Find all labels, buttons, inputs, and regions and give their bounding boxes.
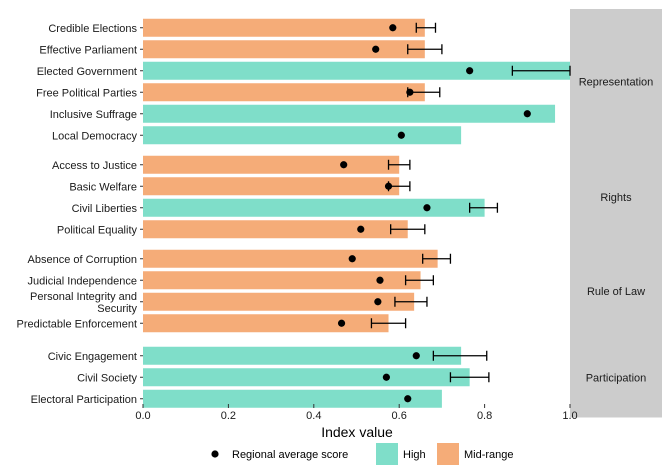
panel-participation: Participation Civic Engagement Civil Socie… — [31, 337, 662, 418]
y-tick-label: Absence of Corruption — [28, 254, 137, 266]
y-tick-label: Inclusive Suffrage — [50, 109, 137, 121]
bar-row: Predictable Enforcement — [17, 314, 407, 333]
bar-row: Personal Integrity and Security — [30, 291, 428, 315]
average-point — [397, 131, 405, 139]
bar-row: Free Political Parties — [36, 83, 441, 102]
y-tick-label: Civic Engagement — [48, 351, 137, 363]
bar-row: Basic Welfare — [69, 177, 411, 196]
facet-strip-label: Participation — [586, 372, 647, 384]
average-point — [337, 319, 346, 327]
average-point — [374, 298, 382, 306]
bar-row: Inclusive Suffrage — [50, 104, 556, 123]
bar — [143, 61, 570, 80]
average-point — [348, 255, 356, 263]
average-point — [384, 182, 393, 190]
bar — [143, 314, 389, 333]
bar-row: Judicial Independence — [28, 271, 435, 290]
average-point — [466, 67, 474, 75]
facet-strip — [570, 337, 662, 418]
panel-rights: Rights Access to Justice Basic Welfare Civi… — [52, 146, 662, 248]
average-point — [404, 395, 412, 403]
average-point — [357, 225, 365, 233]
y-tick-label: Predictable Enforcement — [17, 318, 137, 330]
average-point — [389, 24, 397, 32]
x-axis-title: Index value — [321, 424, 393, 440]
y-tick-label: Access to Justice — [52, 160, 137, 172]
average-point — [382, 373, 390, 381]
x-tick-label: 0.2 — [221, 410, 236, 422]
y-tick-label: Electoral Participation — [31, 394, 137, 406]
y-tick-label: Local Democracy — [52, 130, 137, 142]
legend: Regional average score High Mid-range — [211, 443, 514, 465]
bar — [143, 126, 462, 145]
bar-row: Elected Government — [37, 61, 571, 80]
average-point — [376, 276, 384, 284]
bar-row: Civil Society — [77, 368, 490, 387]
legend-point-key — [211, 450, 219, 458]
y-tick-label: Civil Society — [77, 372, 137, 384]
bar — [143, 198, 485, 217]
bar-row: Civic Engagement — [48, 346, 488, 365]
average-point — [523, 110, 531, 118]
y-tick-label: Political Equality — [57, 224, 138, 236]
legend-swatch-high — [376, 443, 398, 465]
x-tick-label: 1.0 — [562, 410, 577, 422]
bar-row: Civil Liberties — [72, 198, 499, 217]
bar-row: Local Democracy — [52, 126, 462, 145]
average-point — [340, 161, 348, 169]
y-tick-label: Judicial Independence — [28, 275, 137, 287]
bar-row: Access to Justice — [52, 155, 411, 174]
x-tick-label: 0.0 — [135, 410, 150, 422]
bar — [143, 292, 415, 311]
bar — [143, 346, 462, 365]
y-tick-label: Effective Parliament — [39, 44, 137, 56]
panel-representation: Representation Credible Elections Effectiv… — [36, 9, 662, 154]
legend-swatch-mid-range — [437, 443, 459, 465]
y-tick-label: Credible Elections — [48, 23, 137, 35]
x-tick-label: 0.8 — [477, 410, 492, 422]
bar-row: Credible Elections — [48, 18, 437, 37]
bar — [143, 177, 400, 196]
y-tick-label: Basic Welfare — [69, 181, 137, 193]
bar — [143, 155, 400, 174]
bar — [143, 40, 425, 59]
panel-rule-of-law: Rule of Law Absence of Corruption Judicial… — [17, 240, 662, 342]
bar — [143, 220, 408, 239]
bar-row: Effective Parliament — [39, 40, 443, 59]
average-point — [406, 88, 414, 96]
x-tick-label: 0.4 — [306, 410, 321, 422]
y-tick-label-line: Personal Integrity and — [30, 291, 137, 303]
bar — [143, 389, 442, 408]
y-tick-label: Free Political Parties — [36, 87, 137, 99]
average-point — [372, 45, 380, 53]
bar — [143, 271, 421, 290]
y-tick-label: Civil Liberties — [72, 203, 138, 215]
y-tick-label: Elected Government — [37, 66, 137, 78]
average-point — [412, 352, 420, 360]
chart-panels: Representation Credible Elections Effectiv… — [17, 9, 662, 418]
facet-strip — [570, 240, 662, 342]
bar — [143, 83, 425, 102]
y-tick-label: Personal Integrity and Security — [30, 291, 138, 315]
bar — [143, 104, 556, 123]
legend-label: Mid-range — [464, 449, 514, 461]
bar — [143, 368, 470, 387]
facet-strip — [570, 9, 662, 154]
legend-label: High — [403, 449, 426, 461]
legend-label: Regional average score — [232, 449, 348, 461]
facet-strip-label: Representation — [579, 77, 654, 89]
x-axis: 0.0 0.2 0.4 0.6 0.8 1.0 — [135, 404, 578, 422]
facet-strip-label: Rule of Law — [587, 286, 645, 298]
average-point — [423, 204, 431, 212]
facet-strip-label: Rights — [600, 192, 632, 204]
bar — [143, 249, 438, 268]
y-tick-label-line: Security — [97, 303, 137, 315]
facet-strip — [570, 146, 662, 248]
bar-row: Absence of Corruption — [28, 249, 452, 268]
bar-row: Electoral Participation — [31, 389, 442, 408]
bar — [143, 18, 425, 37]
bar-row: Political Equality — [57, 220, 426, 239]
x-tick-label: 0.6 — [392, 410, 407, 422]
